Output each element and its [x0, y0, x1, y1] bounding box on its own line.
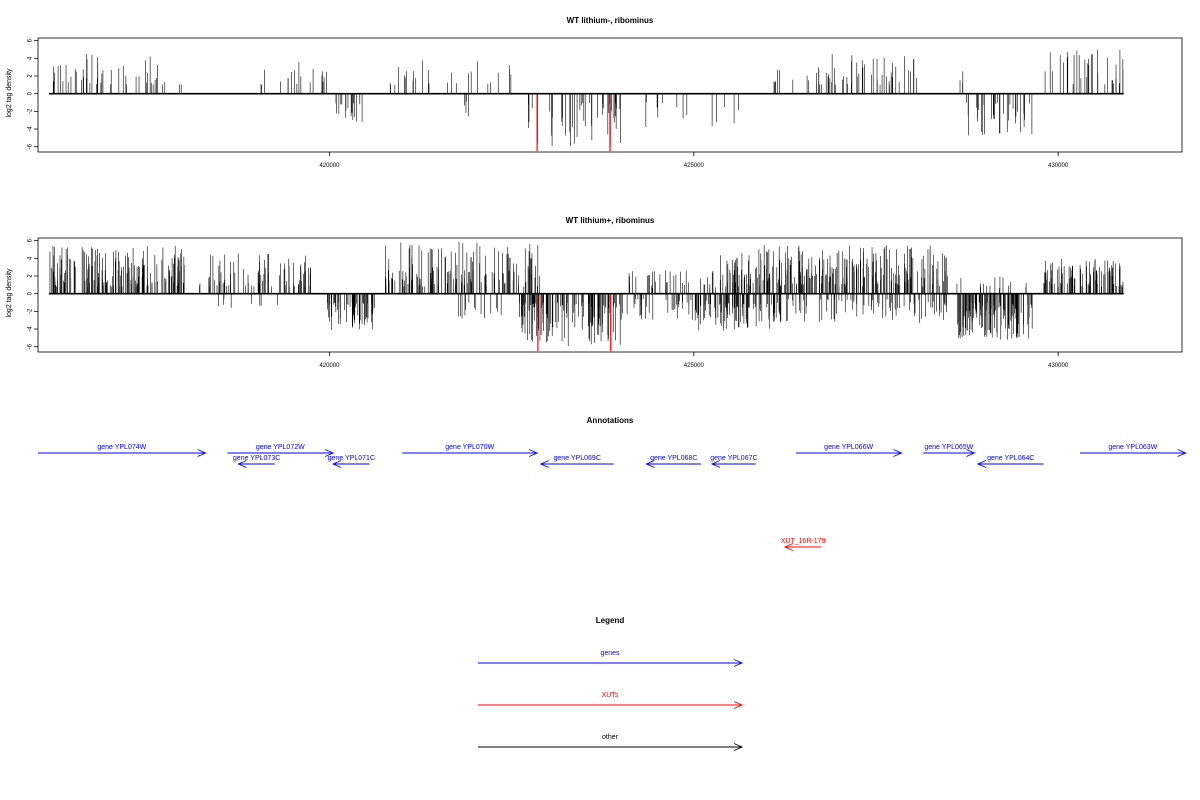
- gene-label: gene YPL069C: [554, 455, 601, 462]
- gene-label: gene YPL073C: [233, 455, 280, 462]
- xut-arrowhead: [783, 543, 794, 551]
- xut-label: XUT_16R-179: [781, 538, 826, 545]
- gene-arrowhead: [539, 460, 549, 468]
- y-tick-label: 4: [28, 256, 34, 260]
- gene-label: gene YPL067C: [710, 455, 757, 462]
- y-tick-label: 6: [28, 38, 34, 42]
- gene-label: gene YPL074W: [97, 444, 146, 451]
- annotations-title: Annotations: [587, 416, 634, 425]
- gene-label: gene YPL065W: [924, 444, 973, 451]
- annotation-track: gene YPL074W gene YPL072W gene YPL073C gene…: [38, 444, 1187, 551]
- legend-arrowhead: [733, 659, 744, 667]
- legend-arrowhead: [733, 743, 744, 751]
- gene-label: gene YPL064C: [987, 455, 1034, 462]
- y-tick-label: 2: [28, 274, 34, 278]
- y-tick-label: -2: [28, 308, 34, 314]
- y-tick-label: 6: [28, 238, 34, 242]
- panel1-axis-ticks: 6 4 2 0 -2 -4 -6 420000 425000 430000: [28, 38, 1069, 169]
- panel2-axis-ticks: 6 4 2 0 -2 -4 -6 420000 425000 430000: [28, 238, 1069, 369]
- legend-arrowhead: [733, 701, 744, 709]
- gene-label: gene YPL066W: [824, 444, 873, 451]
- y-tick-label: -4: [28, 326, 34, 332]
- gene-arrowhead: [976, 460, 987, 468]
- gene-label: gene YPL071C: [328, 455, 375, 462]
- gene-label: gene YPL072W: [256, 444, 305, 451]
- x-tick-label: 425000: [684, 363, 705, 369]
- panel1-ylabel: log2 tag density: [6, 68, 13, 118]
- y-tick-label: -4: [28, 126, 34, 132]
- gene-arrowhead: [331, 460, 342, 468]
- panel2-title: WT lithium+, ribominus: [566, 216, 655, 225]
- y-tick-label: -6: [28, 143, 34, 149]
- x-tick-label: 420000: [319, 363, 340, 369]
- y-tick-label: 4: [28, 56, 34, 60]
- gene-arrowhead: [324, 449, 335, 457]
- gene-label: gene YPL070W: [445, 444, 494, 451]
- panel2-plot-frame: [37, 237, 1183, 353]
- y-tick-label: -6: [28, 343, 34, 349]
- gene-arrowhead: [237, 460, 247, 468]
- y-tick-label: 2: [28, 74, 34, 78]
- x-tick-label: 430000: [1048, 363, 1069, 369]
- y-tick-label: 0: [28, 91, 34, 95]
- gene-arrowhead: [1177, 449, 1187, 457]
- legend: genes XUTs other: [478, 650, 744, 751]
- legend-label: genes: [600, 650, 620, 657]
- panel1-plot-frame: [37, 37, 1183, 153]
- legend-title: Legend: [596, 616, 625, 625]
- panel2-ylabel: log2 tag density: [6, 268, 13, 318]
- panel1-bars: [52, 49, 1124, 152]
- gene-label: gene YPL063W: [1108, 444, 1157, 451]
- gene-arrowhead: [893, 449, 903, 457]
- legend-label: XUTs: [602, 692, 619, 699]
- y-tick-label: 0: [28, 291, 34, 295]
- y-tick-label: -2: [28, 108, 34, 114]
- x-tick-label: 420000: [319, 163, 340, 169]
- x-tick-label: 425000: [684, 163, 705, 169]
- gene-label: gene YPL068C: [650, 455, 697, 462]
- gene-arrowhead: [966, 449, 976, 457]
- gene-arrowhead: [710, 460, 721, 468]
- legend-label: other: [602, 734, 619, 741]
- gene-arrowhead: [528, 449, 539, 457]
- gene-arrowhead: [645, 460, 655, 468]
- panel2-bars: [49, 242, 1124, 352]
- gene-arrowhead: [197, 449, 207, 457]
- x-tick-label: 430000: [1048, 163, 1069, 169]
- panel1-title: WT lithium-, ribominus: [567, 16, 654, 25]
